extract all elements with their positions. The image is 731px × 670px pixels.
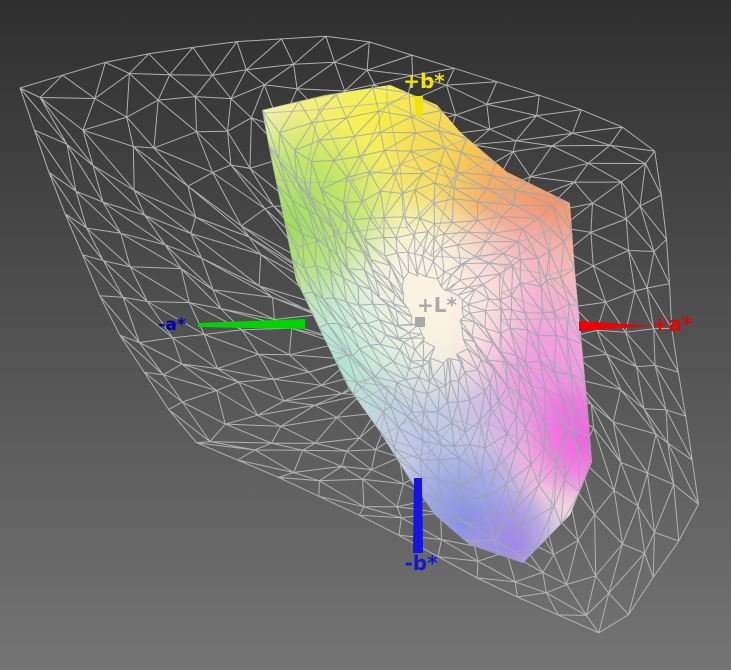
axis-indicators	[198, 96, 652, 553]
plus-b-axis-bar	[414, 96, 423, 117]
minus-b-axis-bar	[413, 478, 423, 553]
axis-label-plus-a: +a*	[651, 312, 693, 336]
plus-a-axis-bar	[579, 321, 652, 331]
plus-L-marker	[415, 317, 425, 327]
axis-label-minus-b: -b*	[404, 551, 438, 575]
axis-label-plus-b: +b*	[403, 69, 445, 93]
minus-a-axis-bar	[198, 319, 305, 329]
axis-label-plus-L: +L*	[417, 293, 457, 317]
axis-label-minus-a: -a*	[158, 315, 186, 335]
